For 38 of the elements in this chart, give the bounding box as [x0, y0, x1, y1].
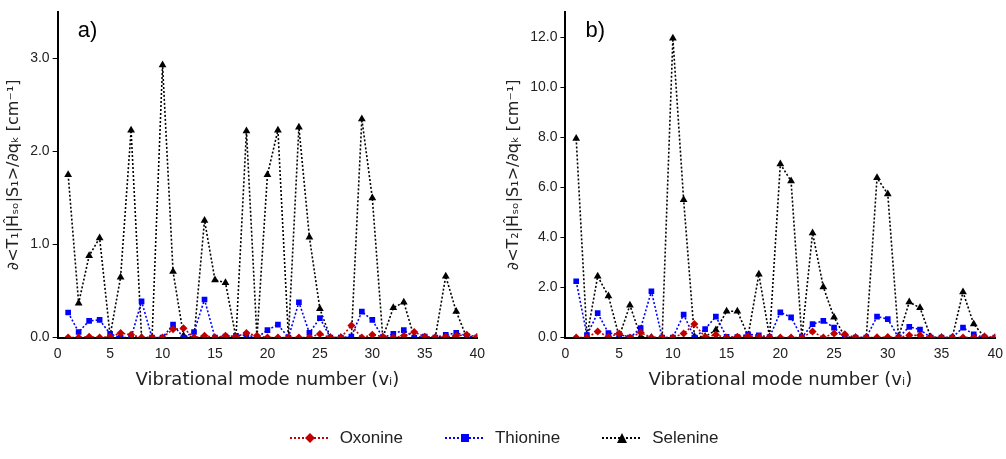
y-tick-label: 12.0	[530, 27, 558, 44]
x-tick-label: 25	[312, 344, 328, 361]
x-axis-title: Vibrational mode number (vᵢ)	[648, 367, 913, 389]
y-tick-label: 2.0	[537, 278, 558, 295]
x-tick-label: 25	[826, 344, 843, 361]
x-tick-label: 0	[53, 344, 62, 361]
y-axis-title: ∂<T₂|Ĥₛₒ|S₁>/∂qₖ [cm⁻¹]	[502, 79, 522, 271]
x-axis-title: Vibrational mode number (vᵢ)	[135, 367, 400, 389]
annotation: b)	[585, 17, 606, 43]
y-tick-label: 8.0	[537, 128, 558, 145]
x-tick-label: 10	[154, 344, 171, 361]
y-tick-label: 6.0	[537, 178, 558, 195]
x-tick-label: 20	[772, 344, 789, 361]
x-tick-label: 35	[933, 344, 950, 361]
x-tick-label: 5	[615, 344, 624, 361]
y-axis-title: ∂<T₁|Ĥₛₒ|S₁>/∂qₖ [cm⁻¹]	[2, 79, 22, 271]
y-tick-label: 2.0	[30, 142, 50, 159]
x-tick-label: 5	[106, 344, 115, 361]
legend-label: Oxonine	[339, 428, 403, 448]
x-tick-label: 15	[207, 344, 223, 361]
y-tick-label: 1.0	[30, 235, 50, 252]
y-tick-label: 0.0	[537, 328, 558, 345]
x-tick-label: 15	[718, 344, 735, 361]
x-tick-label: 10	[665, 344, 681, 361]
x-tick-label: 20	[259, 344, 276, 361]
x-tick-label: 30	[364, 344, 381, 361]
x-tick-label: 30	[879, 344, 896, 361]
annotation: a)	[77, 17, 98, 43]
legend-label: Selenine	[652, 428, 719, 448]
x-tick-label: 35	[416, 344, 433, 361]
x-tick-label: 0	[561, 344, 570, 361]
y-tick-label: 0.0	[30, 328, 50, 345]
x-tick-label: 40	[987, 344, 1004, 361]
legend-label: Thionine	[494, 428, 561, 448]
y-tick-label: 3.0	[30, 49, 50, 66]
x-tick-label: 40	[469, 344, 486, 361]
y-tick-label: 4.0	[537, 228, 558, 245]
y-tick-label: 10.0	[530, 78, 558, 94]
